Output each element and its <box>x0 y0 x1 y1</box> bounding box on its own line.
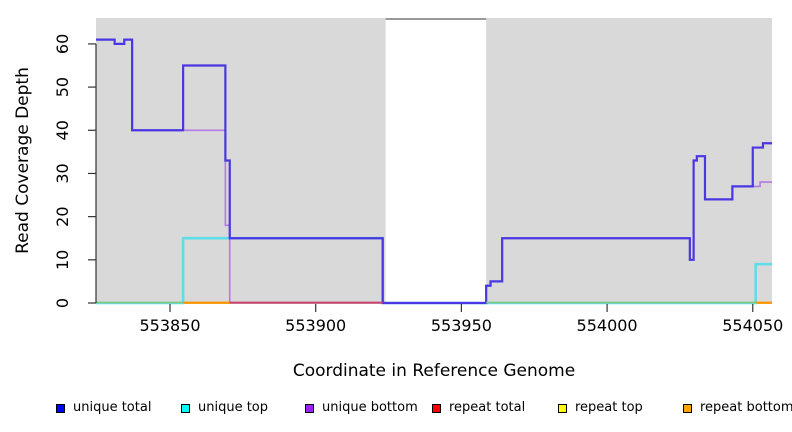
legend: unique total unique top unique bottom repea… <box>0 399 792 419</box>
legend-label: unique top <box>198 400 269 415</box>
legend-item-unique-top: unique top <box>181 399 268 417</box>
x-tick-label: 554050 <box>722 316 783 335</box>
x-tick-label: 553950 <box>431 316 492 335</box>
legend-item-repeat-bottom: repeat bottom <box>683 399 792 417</box>
legend-label: unique total <box>73 400 152 415</box>
legend-item-unique-bottom: unique bottom <box>305 399 418 417</box>
y-tick-label: 0 <box>53 298 72 308</box>
coverage-plot: 553850 553900 553950 554000 554050 0 10 20 30 40 5… <box>13 18 783 381</box>
legend-label: unique bottom <box>322 400 418 415</box>
legend-swatch-unique-bottom <box>305 403 314 413</box>
x-tick-label: 553850 <box>139 316 200 335</box>
mask-band <box>385 18 487 303</box>
legend-item-repeat-top: repeat top <box>558 399 643 417</box>
legend-item-repeat-total: repeat total <box>432 399 525 417</box>
legend-swatch-unique-top <box>181 403 190 413</box>
legend-swatch-repeat-top <box>558 403 567 413</box>
legend-swatch-repeat-bottom <box>683 403 692 413</box>
y-tick-label: 10 <box>53 250 72 270</box>
x-tick-label: 553900 <box>285 316 346 335</box>
y-tick-label: 50 <box>53 77 72 97</box>
y-axis-title: Read Coverage Depth <box>13 67 33 254</box>
legend-swatch-repeat-total <box>432 403 441 413</box>
y-tick-label: 60 <box>53 34 72 54</box>
y-tick-label: 30 <box>53 163 72 183</box>
y-tick-label: 20 <box>53 206 72 226</box>
legend-swatch-unique-total <box>56 403 65 413</box>
y-tick-label: 40 <box>53 120 72 140</box>
x-tick-label: 554000 <box>577 316 638 335</box>
legend-label: repeat bottom <box>700 400 792 415</box>
legend-label: repeat total <box>449 400 526 415</box>
legend-label: repeat top <box>575 400 643 415</box>
x-axis-title: Coordinate in Reference Genome <box>293 361 575 381</box>
series-line-unique-total <box>96 38 772 305</box>
legend-item-unique-total: unique total <box>56 399 151 417</box>
